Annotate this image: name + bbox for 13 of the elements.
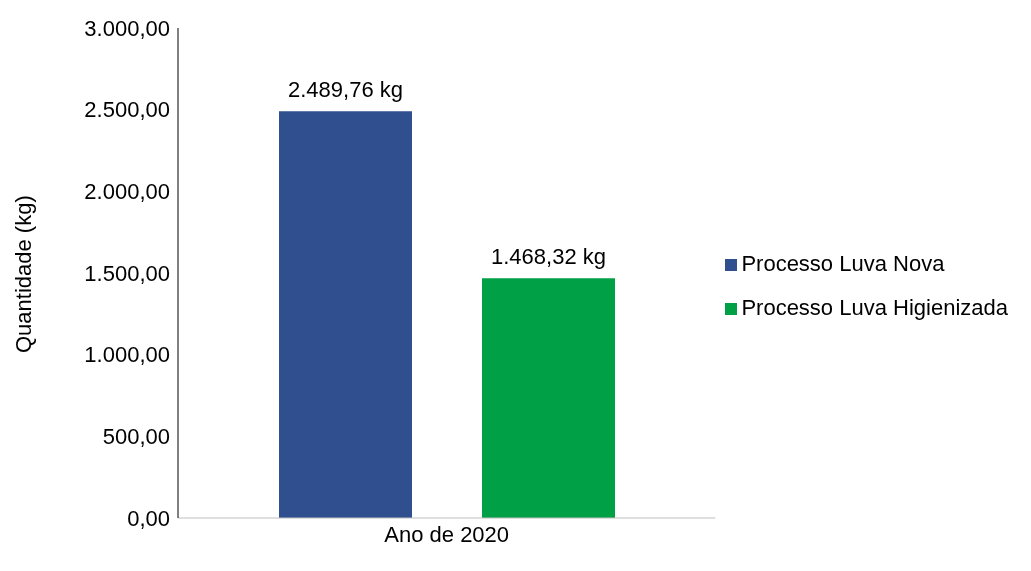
y-tick-label: 1.500,00 [84, 260, 170, 286]
y-tick-label: 2.500,00 [84, 97, 170, 123]
y-tick-label: 500,00 [102, 424, 170, 450]
y-tick-label: 3.000,00 [84, 15, 170, 41]
y-tick-label: 1.000,00 [84, 342, 170, 368]
y-tick-label: 2.000,00 [84, 179, 170, 205]
data-label: 2.489,76 kg [288, 77, 403, 103]
x-tick-label: Ano de 2020 [384, 521, 510, 547]
data-label: 1.468,32 kg [491, 244, 606, 270]
legend-label: Processo Luva Higienizada [741, 294, 1008, 320]
y-axis-title: Quantidade (kg) [10, 195, 36, 353]
legend-label: Processo Luva Nova [741, 250, 945, 276]
y-tick-label: 0,00 [127, 505, 170, 531]
